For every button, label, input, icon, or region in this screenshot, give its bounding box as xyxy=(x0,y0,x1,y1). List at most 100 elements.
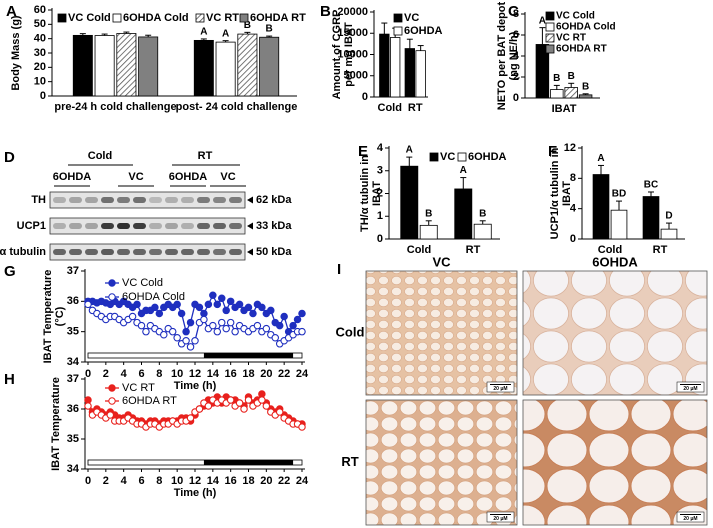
size-label: 62 kDa xyxy=(256,194,292,206)
legend-label: 6OHDA RT xyxy=(556,44,607,55)
data-point xyxy=(200,309,208,318)
x-axis-label: Time (h) xyxy=(174,380,217,392)
significance-label: A xyxy=(406,145,413,156)
data-point xyxy=(191,337,199,345)
error-bar xyxy=(200,38,207,41)
blot-band xyxy=(213,249,226,255)
micrograph xyxy=(522,399,708,526)
x-tick-label: Cold xyxy=(407,244,431,256)
legend-label: 6OHDA xyxy=(468,151,507,163)
x-tick-label: Cold xyxy=(378,102,402,114)
legend-label: VC xyxy=(404,12,419,24)
y-tick-label: 0 xyxy=(40,90,46,102)
y-axis-label: Amount of CGRP xyxy=(331,10,343,100)
blot-band xyxy=(181,197,194,203)
y-tick-label: 3 xyxy=(377,165,383,177)
bar xyxy=(237,33,258,97)
x-tick-label: 4 xyxy=(121,475,128,487)
data-point xyxy=(222,306,230,315)
error-bar xyxy=(568,82,575,88)
scale-bar-box xyxy=(486,381,515,393)
x-tick-label: 16 xyxy=(225,475,237,487)
bar xyxy=(404,48,415,98)
data-point xyxy=(262,402,271,410)
x-tick-label: 6 xyxy=(138,368,144,380)
data-point xyxy=(280,312,288,321)
data-point xyxy=(240,405,248,413)
data-point xyxy=(218,318,226,327)
data-point xyxy=(195,303,204,312)
significance-label: A xyxy=(460,165,467,176)
panel-label: H xyxy=(4,371,15,388)
x-tick-label: 22 xyxy=(278,475,290,487)
y-tick-label: 0 xyxy=(377,233,383,245)
size-arrow xyxy=(247,248,253,256)
data-point xyxy=(209,291,217,300)
condition-label: Cold xyxy=(88,150,112,162)
panel-label: E xyxy=(358,143,368,160)
data-point xyxy=(226,297,235,306)
y-tick-label: 4 xyxy=(377,142,384,154)
bar xyxy=(94,35,115,97)
y-tick-label: 5000 xyxy=(344,70,368,82)
blot-band xyxy=(181,223,194,229)
data-point xyxy=(213,327,222,336)
blot-band xyxy=(133,249,146,255)
error-bar xyxy=(616,200,622,211)
y-tick-label: 50 xyxy=(34,18,46,30)
data-point xyxy=(84,396,92,404)
legend-label: 6OHDA Cold xyxy=(556,22,616,33)
data-point xyxy=(186,343,195,351)
x-tick-label: 20 xyxy=(260,475,272,487)
blot-band xyxy=(149,197,162,203)
data-point xyxy=(204,402,213,410)
data-point xyxy=(267,306,275,315)
blot-band xyxy=(181,249,194,255)
y-axis-label: UCP1/α tubulin in xyxy=(549,147,561,239)
y-tick-label: 15000 xyxy=(337,27,368,39)
panel-label: A xyxy=(6,3,17,20)
y-axis-label: IBAT xyxy=(371,181,383,206)
bar xyxy=(415,50,426,98)
blot-band xyxy=(229,249,242,255)
data-point xyxy=(218,294,226,303)
y-axis-label: TH/α tubulin in xyxy=(359,155,371,232)
y-axis-label: NETO per BAT depot xyxy=(496,1,508,110)
error-bar xyxy=(460,177,467,189)
x-tick-label: 2 xyxy=(103,475,109,487)
data-point xyxy=(200,315,208,324)
size-label: 33 kDa xyxy=(256,220,292,232)
legend-swatch xyxy=(393,26,403,36)
blot-band xyxy=(149,223,162,229)
y-axis-label: IBAT Temperature xyxy=(42,270,54,364)
blot-band xyxy=(85,249,98,255)
error-bar xyxy=(406,38,413,49)
legend-label: VC Cold xyxy=(556,11,595,22)
error-bar xyxy=(381,22,388,35)
data-point xyxy=(209,321,217,330)
bar xyxy=(550,89,564,99)
legend-marker xyxy=(108,384,116,392)
y-tick-label: 30 xyxy=(34,47,46,59)
error-bar xyxy=(666,222,672,230)
y-axis-label: IBAT Temperature xyxy=(50,377,62,471)
blot-band xyxy=(69,249,82,255)
significance-label: A xyxy=(222,28,229,39)
data-point xyxy=(298,309,306,318)
x-axis-label: Time (h) xyxy=(174,487,217,499)
data-point xyxy=(151,303,159,312)
panel-label: C xyxy=(508,3,519,20)
data-point xyxy=(204,300,213,309)
panel-label: F xyxy=(548,143,557,160)
y-tick-label: 8 xyxy=(570,172,576,184)
legend-marker xyxy=(108,293,116,301)
bar xyxy=(390,37,401,98)
blot-band xyxy=(165,197,178,203)
legend-label: 6OHDA xyxy=(404,25,443,37)
legend-swatch xyxy=(545,22,555,32)
micrograph xyxy=(365,270,518,396)
x-tick-label: 14 xyxy=(207,475,220,487)
blot-band xyxy=(101,249,114,255)
data-point xyxy=(226,396,235,404)
y-tick-label: 2 xyxy=(377,187,383,199)
